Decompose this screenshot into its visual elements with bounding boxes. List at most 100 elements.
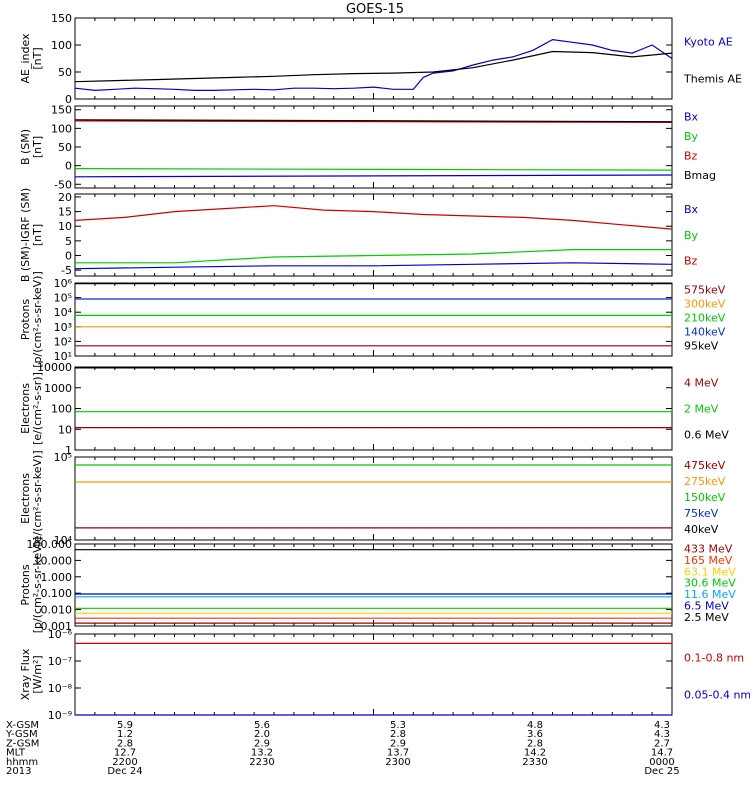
y-axis-label: Electrons[e/(cm²-s-sr)] (19, 372, 44, 445)
footer-cell: 5.9 (117, 720, 133, 731)
legend-entry: 300keV (684, 298, 726, 311)
y-tick-label: 10⁻⁹ (48, 709, 72, 722)
footer-cell: 14.2 (524, 748, 546, 759)
legend-entry: Themis AE (683, 72, 742, 85)
y-tick-label: 15 (58, 206, 72, 219)
footer-cell: 5.6 (254, 720, 270, 731)
y-tick-label: 10⁴ (54, 306, 73, 319)
y-tick-label: 150 (51, 104, 72, 117)
footer-cell: 2.9 (390, 738, 406, 749)
y-tick-label: 20 (58, 191, 72, 204)
y-tick-label: 0 (65, 93, 72, 106)
series-line (74, 119, 673, 123)
legend-entry: By (684, 229, 699, 242)
footer-cell: 14.7 (651, 748, 673, 759)
panel-2: -50 0 50 100 150 B (SM)[nT] Bx By Bz Bmag (19, 104, 716, 192)
y-tick-label: 10² (54, 335, 72, 348)
footer-cell: Dec 24 (107, 766, 142, 777)
y-tick-label: 10⁵ (54, 451, 72, 464)
footer-cell: 2.8 (117, 738, 133, 749)
panel-1: 0 50 100 150 AE_index[nT] Kyoto AE Themis AE (19, 12, 742, 106)
series-line (74, 38, 673, 92)
legend-entry: 210keV (684, 312, 726, 325)
footer-cell: 2230 (249, 757, 274, 768)
y-tick-label: 1000 (44, 382, 72, 395)
y-tick-label: 10⁵ (54, 292, 72, 305)
footer-cell: 2.0 (254, 729, 270, 740)
panel-frame (74, 282, 673, 357)
panel-frame (74, 366, 673, 451)
footer-row-label: 2013 (6, 766, 31, 777)
y-tick-label: 100.000 (27, 538, 73, 551)
footer-cell: 5.3 (390, 720, 406, 731)
footer-row-label: Y-GSM (5, 729, 38, 740)
legend-entry: 475keV (684, 459, 726, 472)
y-tick-label: 10³ (54, 321, 72, 334)
y-tick-label: 10000 (37, 361, 72, 374)
y-tick-label: 100 (51, 39, 72, 52)
legend-entry: 2.5 MeV (684, 611, 729, 624)
y-tick-label: 10⁻⁷ (48, 655, 72, 668)
footer-cell: 2330 (522, 757, 547, 768)
footer-cell: 2.8 (390, 729, 406, 740)
y-tick-label: 10 (58, 423, 72, 436)
legend-entry: 0.1-0.8 nm (684, 652, 744, 665)
y-tick-label: 10⁻⁸ (48, 682, 73, 695)
series-line (75, 249, 672, 264)
legend-entry: 95keV (684, 340, 719, 353)
footer-cell: 2.8 (527, 738, 543, 749)
footer-cell: 2300 (385, 757, 410, 768)
footer-cell: 4.8 (527, 720, 543, 731)
panel-frame (74, 633, 673, 716)
y-tick-label: 10¹ (54, 350, 72, 363)
footer-cell: 12.7 (114, 748, 136, 759)
legend-entry: 150keV (684, 491, 726, 504)
legend-entry: 30.6 MeV (684, 577, 736, 590)
legend-entry: Bz (684, 254, 698, 267)
legend-entry: Bx (684, 111, 699, 124)
y-tick-label: -50 (54, 178, 72, 191)
y-tick-label: -5 (61, 264, 72, 277)
y-tick-label: 100 (51, 403, 72, 416)
panel-6: 10⁴ 10⁵ Electrons[e/(cm²-s-sr-keV)] 475keV 2… (19, 450, 726, 547)
legend-entry: By (684, 130, 699, 143)
legend-entry: 63.1 MeV (684, 565, 736, 578)
y-tick-label: 0 (65, 160, 72, 173)
y-tick-label: 0.010 (41, 604, 73, 617)
y-tick-label: 0.100 (41, 587, 73, 600)
legend-entry: 4 MeV (684, 376, 719, 389)
series-line (74, 120, 673, 123)
panel-8: 10⁻⁹ 10⁻⁸ 10⁻⁷ 10⁻⁶ Xray Flux[W/m²] 0.1-0.8 n… (19, 628, 750, 722)
y-tick-label: 0.001 (41, 620, 73, 633)
footer-cell: 13.2 (251, 748, 273, 759)
y-tick-label: 50 (58, 66, 72, 79)
footer-cell: 2200 (112, 757, 137, 768)
series-line (74, 262, 673, 270)
y-tick-label: 5 (65, 235, 72, 248)
legend-entry: Bmag (684, 169, 716, 182)
footer-cell: 13.7 (387, 748, 409, 759)
footer-cell: 4.3 (654, 729, 670, 740)
footer-cell: 2.7 (654, 738, 670, 749)
y-tick-label: 10 (58, 220, 72, 233)
legend-entry: 433 MeV (684, 543, 733, 556)
y-axis-label: Protons[p/(cm²-s-sr-keV)] (19, 271, 44, 368)
y-axis-label: Xray Flux[W/m²] (19, 648, 44, 700)
y-tick-label: 10⁴ (54, 534, 73, 547)
legend-entry: 275keV (684, 475, 726, 488)
legend-entry: 0.05-0.4 nm (684, 688, 750, 701)
y-tick-label: 10.000 (34, 554, 73, 567)
footer-cell: 1.2 (117, 729, 133, 740)
y-tick-label: 10⁶ (54, 277, 73, 290)
series-line (74, 50, 673, 83)
legend-entry: 575keV (684, 284, 726, 297)
legend-entry: 0.6 MeV (684, 428, 729, 441)
legend-entry: 75keV (684, 507, 719, 520)
y-tick-label: 0 (65, 250, 72, 263)
footer-cell: 3.6 (527, 729, 543, 740)
footer-row-label: Z-GSM (6, 738, 39, 749)
legend-entry: 6.5 MeV (684, 599, 729, 612)
footer-cell: 2.9 (254, 738, 270, 749)
